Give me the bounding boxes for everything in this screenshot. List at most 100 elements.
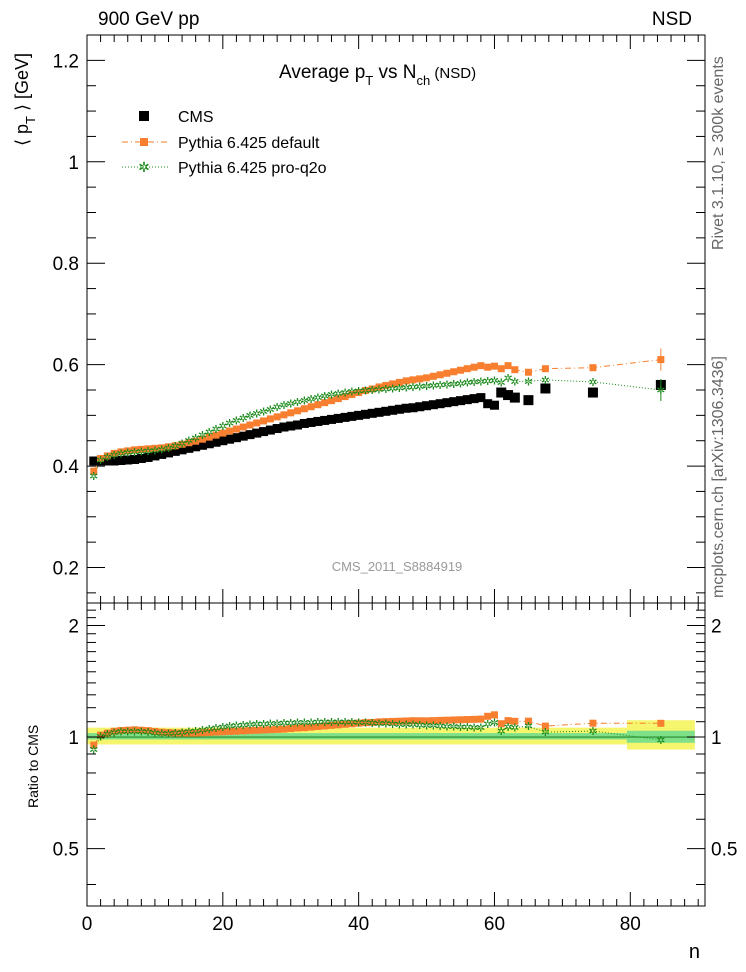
ratio-y-tick-label-right: 2 <box>711 616 722 637</box>
ratio-default-point <box>490 711 498 719</box>
proq2o-data-point: ✲ <box>198 429 207 442</box>
ratio-default-point <box>97 731 105 739</box>
default-data-point <box>463 365 471 373</box>
main-y-tick-label: 1 <box>68 153 79 174</box>
ratio-default-point <box>124 726 132 734</box>
ratio-proq2o-point: ✲ <box>361 717 370 730</box>
cms-data-point <box>272 424 282 434</box>
ratio-proq2o-point: ✲ <box>463 721 472 734</box>
default-data-point <box>423 374 431 382</box>
default-data-point <box>266 415 274 423</box>
ratio-default-point <box>423 717 431 725</box>
ratio-proq2o-point: ✲ <box>211 722 220 735</box>
cms-data-point <box>408 403 418 413</box>
cms-data-point <box>191 442 201 452</box>
proq2o-data-point: ✲ <box>361 385 370 398</box>
proq2o-data-point: ✲ <box>157 443 166 456</box>
proq2o-data-point: ✲ <box>408 381 417 394</box>
proq2o-data-point: ✲ <box>449 378 458 391</box>
cms-data-point <box>245 430 255 440</box>
default-data-point <box>246 421 254 429</box>
default-data-point <box>110 449 118 457</box>
proq2o-data-point: ✲ <box>541 374 550 387</box>
cms-data-point <box>259 427 269 437</box>
cms-data-point <box>442 398 452 408</box>
ratio-proq2o-point: ✲ <box>320 716 329 729</box>
ratio-series: ✲✲✲✲✲✲✲✲✲✲✲✲✲✲✲✲✲✲✲✲✲✲✲✲✲✲✲✲✲✲✲✲✲✲✲✲✲✲✲✲… <box>89 711 665 756</box>
main-plot-panel: 0.20.40.60.811.2 CMS_2011_S8884919 ✲✲✲✲✲… <box>12 34 706 604</box>
ratio-default-point <box>327 721 335 729</box>
main-y-tick-label: 1.2 <box>53 51 79 72</box>
ratio-proq2o-point: ✲ <box>137 726 146 739</box>
ratio-default-point <box>368 718 376 726</box>
ratio-proq2o-point: ✲ <box>456 721 465 734</box>
cms-data-point <box>462 395 472 405</box>
proq2o-data-point: ✲ <box>266 403 275 416</box>
cms-data-point <box>456 396 466 406</box>
ratio-y-axis-label: Ratio to CMS <box>25 725 41 808</box>
default-data-point <box>164 443 172 451</box>
default-data-point <box>389 380 397 388</box>
ratio-default-point <box>409 717 417 725</box>
cms-data-point <box>102 456 112 466</box>
ratio-proq2o-point: ✲ <box>381 718 390 731</box>
default-data-point <box>314 401 322 409</box>
default-data-point <box>477 362 485 370</box>
default-data-point <box>490 362 498 370</box>
event-type-label: NSD <box>652 9 692 30</box>
ratio-proq2o-point: ✲ <box>123 725 132 738</box>
ratio-proq2o-point: ✲ <box>347 716 356 729</box>
ratio-default-point <box>484 712 492 720</box>
ratio-default-point <box>524 717 532 725</box>
ratio-proq2o-point: ✲ <box>541 726 550 739</box>
proq2o-data-point: ✲ <box>395 382 404 395</box>
default-data-point <box>185 439 193 447</box>
ratio-proq2o-point: ✲ <box>184 726 193 739</box>
proq2o-data-point: ✲ <box>388 382 397 395</box>
legend-default-label: Pythia 6.425 default <box>178 135 320 152</box>
cms-data-point <box>587 387 598 398</box>
ratio-proq2o-point: ✲ <box>388 718 397 731</box>
default-data-point <box>192 437 200 445</box>
ratio-proq2o-point: ✲ <box>483 718 492 731</box>
ratio-proq2o-point: ✲ <box>144 726 153 739</box>
cms-data-point <box>374 407 384 417</box>
ratio-proq2o-point: ✲ <box>232 719 241 732</box>
ratio-default-point <box>511 717 519 725</box>
default-data-point <box>178 440 186 448</box>
ratio-default-point <box>436 716 444 724</box>
ratio-proq2o-point: ✲ <box>89 743 98 756</box>
default-data-point <box>294 407 302 415</box>
legend-proq2o-marker: ✲ <box>138 160 150 176</box>
cms-data-point <box>540 383 551 394</box>
cms-data-point <box>157 449 167 459</box>
default-data-point <box>273 413 281 421</box>
cms-data-point <box>320 415 330 425</box>
proq2o-data-point: ✲ <box>218 420 227 433</box>
ratio-plot-frame <box>86 602 706 907</box>
ratio-default-point <box>273 725 281 733</box>
cms-data-point <box>225 434 235 444</box>
cms-data-point <box>347 411 357 421</box>
proq2o-data-point: ✲ <box>300 395 309 408</box>
ratio-default-point <box>280 725 288 733</box>
proq2o-data-point: ✲ <box>239 412 248 425</box>
proq2o-data-point: ✲ <box>96 454 105 467</box>
cms-data-point <box>299 418 309 428</box>
ratio-proq2o-point: ✲ <box>252 718 261 731</box>
ratio-default-point <box>246 727 254 735</box>
ratio-proq2o-point: ✲ <box>177 726 186 739</box>
ratio-default-point <box>110 727 118 735</box>
ratio-y-tick-label: 1 <box>68 728 79 749</box>
ratio-default-point <box>321 722 329 730</box>
ratio-default-point <box>541 722 549 730</box>
proq2o-data-point: ✲ <box>205 426 214 439</box>
ratio-proq2o-point: ✲ <box>436 720 445 733</box>
ratio-default-point <box>178 729 186 737</box>
default-data-point <box>321 399 329 407</box>
default-data-point <box>382 381 390 389</box>
ratio-proq2o-point: ✲ <box>286 717 295 730</box>
default-data-point <box>97 454 105 462</box>
main-y-tick-label: 0.4 <box>53 457 80 478</box>
cms-data-point <box>360 409 370 419</box>
